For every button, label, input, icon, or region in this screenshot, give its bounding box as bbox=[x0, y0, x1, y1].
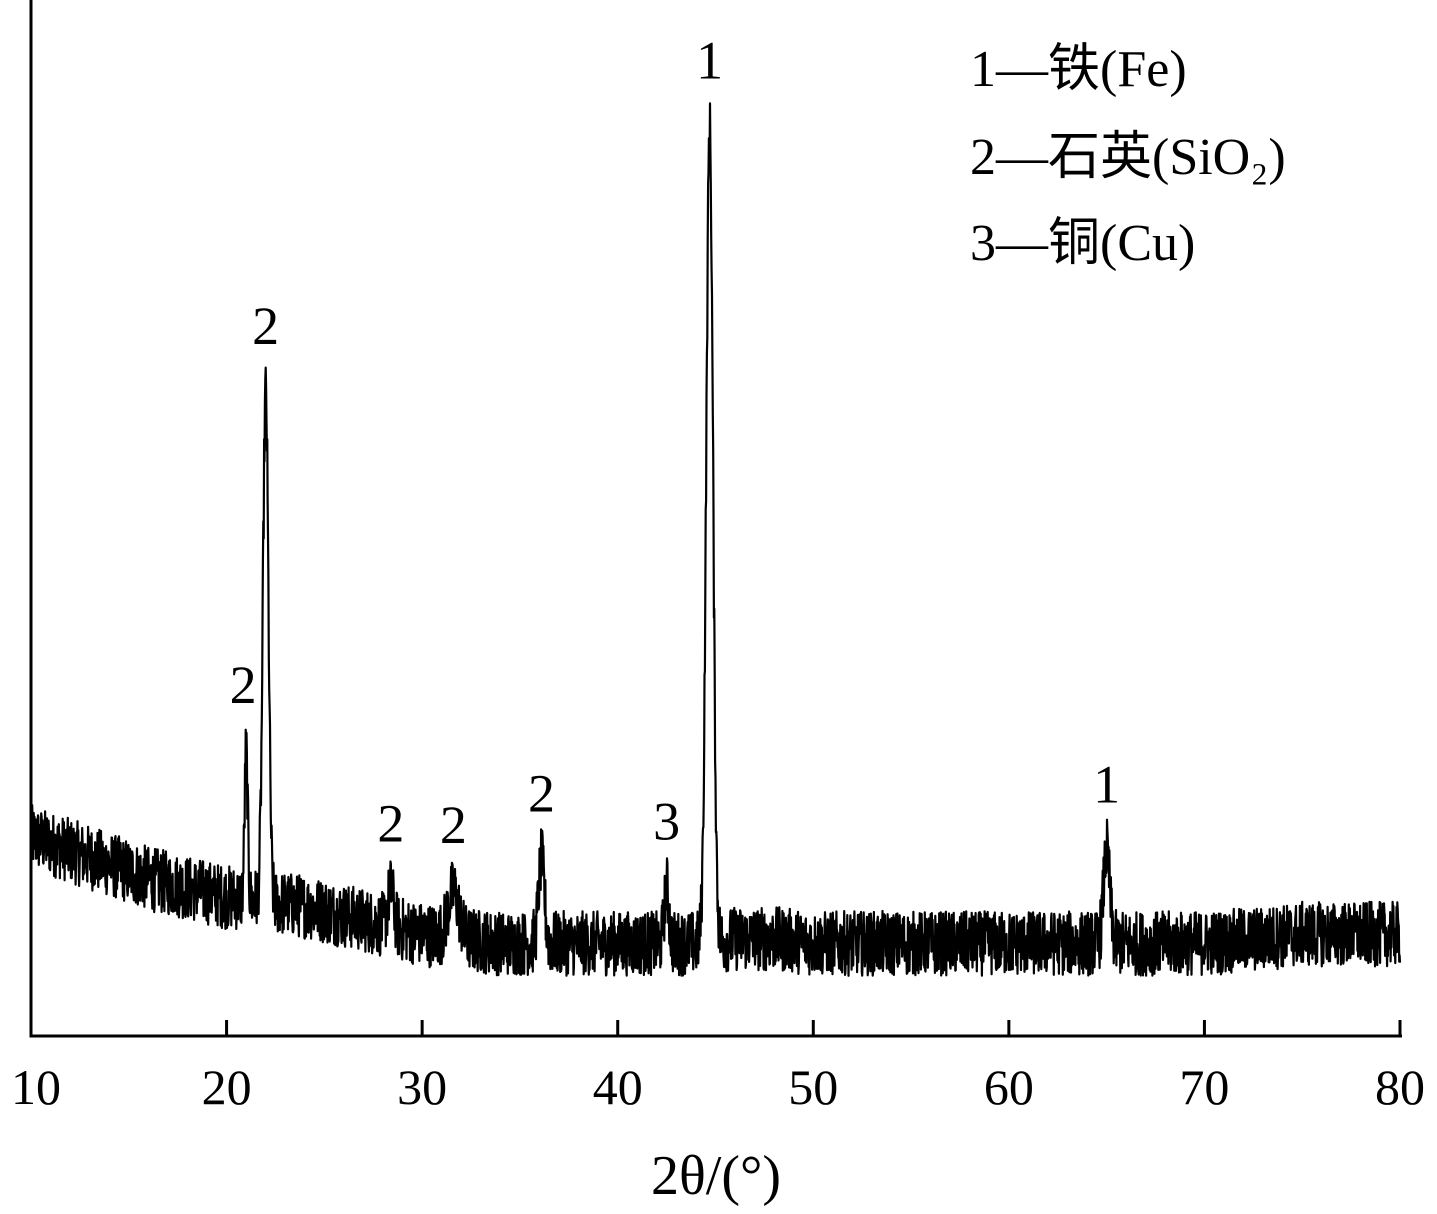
peak-label: 2 bbox=[377, 793, 404, 853]
x-tick-labels: 10 20 30 40 50 60 70 80 bbox=[11, 1059, 1425, 1115]
plot-area bbox=[29, 102, 1402, 977]
x-tick-label: 10 bbox=[11, 1059, 61, 1115]
peak-label: 1 bbox=[696, 30, 723, 90]
legend-entry-sio2: 2—石英(SiO₂) bbox=[970, 129, 1286, 186]
xrd-pattern-line bbox=[29, 102, 1402, 977]
peak-label: 2 bbox=[528, 764, 555, 824]
x-tick-label: 50 bbox=[788, 1059, 838, 1115]
x-tick-label: 40 bbox=[593, 1059, 643, 1115]
legend-entry-cu: 3—铜(Cu) bbox=[970, 215, 1195, 272]
x-tick-label: 20 bbox=[202, 1059, 252, 1115]
peak-label: 1 bbox=[1093, 754, 1120, 814]
peak-label: 3 bbox=[653, 791, 680, 851]
x-ticks bbox=[29, 1020, 1402, 1036]
peak-label: 2 bbox=[230, 655, 257, 715]
x-tick-label: 60 bbox=[984, 1059, 1034, 1115]
legend-entry-fe: 1—铁(Fe) bbox=[970, 41, 1187, 98]
legend: 1—铁(Fe) 2—石英(SiO₂) 3—铜(Cu) bbox=[970, 41, 1286, 272]
x-tick-label: 80 bbox=[1375, 1059, 1425, 1115]
peak-label: 2 bbox=[252, 296, 279, 356]
peak-label: 2 bbox=[440, 795, 467, 855]
x-axis-title: 2θ/(°) bbox=[651, 1145, 781, 1207]
x-tick-label: 70 bbox=[1179, 1059, 1229, 1115]
x-tick-label: 30 bbox=[397, 1059, 447, 1115]
peak-labels: 222 22 311 bbox=[230, 30, 1121, 855]
